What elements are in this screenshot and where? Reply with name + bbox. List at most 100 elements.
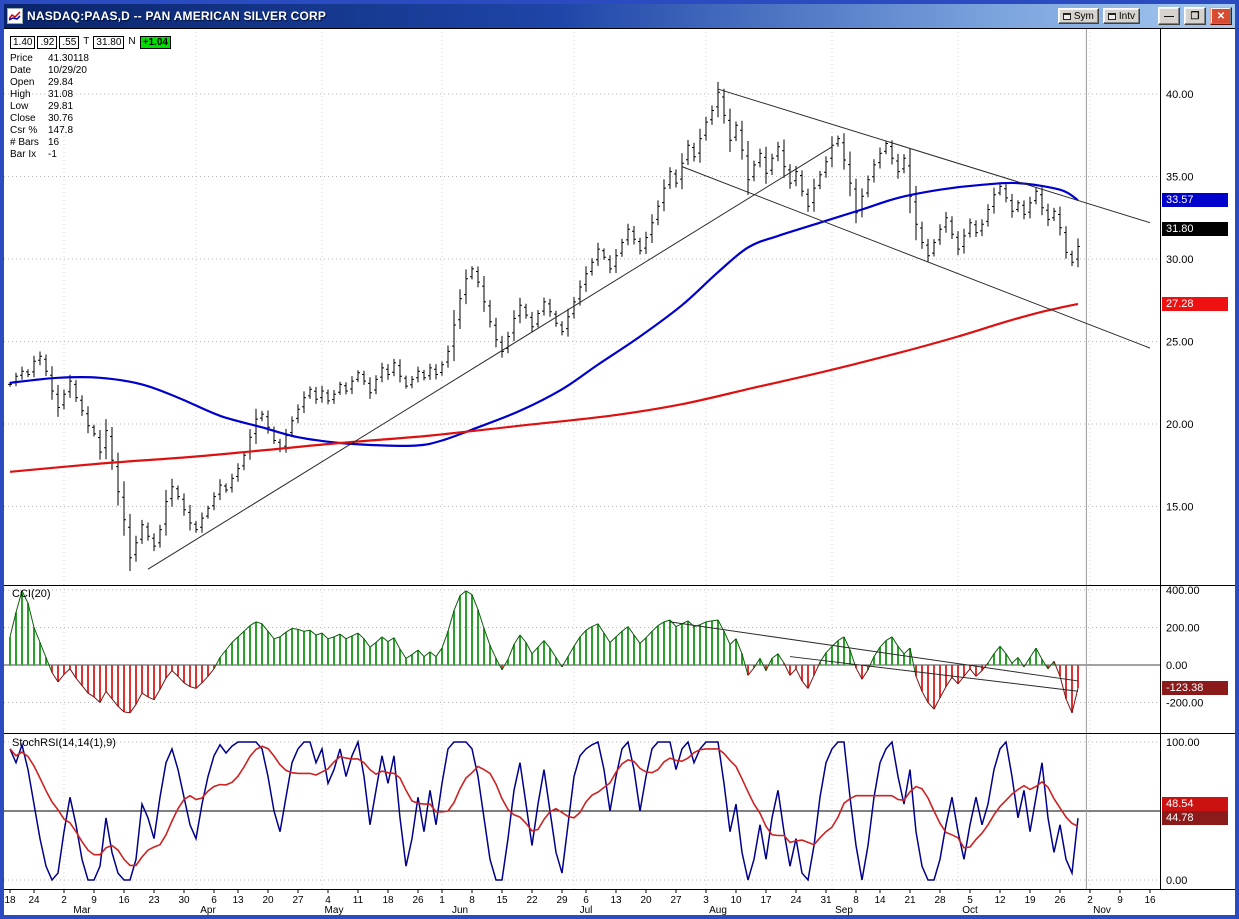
svg-text:Jul: Jul <box>580 905 593 915</box>
info-row-bars: # Bars 16 <box>10 137 60 148</box>
svg-text:20: 20 <box>640 895 652 906</box>
svg-text:18: 18 <box>382 895 394 906</box>
info-row-close: Close 30.76 <box>10 113 74 124</box>
svg-text:24: 24 <box>790 895 802 906</box>
close-icon: ✕ <box>1216 10 1226 22</box>
svg-text:24: 24 <box>28 895 40 906</box>
svg-text:15: 15 <box>496 895 508 906</box>
info-box-2: .92 <box>37 36 58 49</box>
svg-text:18: 18 <box>4 895 16 906</box>
svg-text:21: 21 <box>904 895 916 906</box>
chart-region: 40.00 35.00 30.00 25.00 20.00 15.00 400.00 200.… <box>4 28 1235 915</box>
stoch-d-value-box: 48.54 <box>1162 797 1228 811</box>
info-tick-flag: T <box>83 36 90 47</box>
svg-text:17: 17 <box>760 895 772 906</box>
svg-text:25.00: 25.00 <box>1166 337 1194 349</box>
svg-text:6: 6 <box>583 895 589 906</box>
title-bar[interactable]: NASDAQ:PAAS,D -- PAN AMERICAN SILVER COR… <box>4 4 1235 28</box>
svg-text:6: 6 <box>211 895 217 906</box>
info-box-1: 1.40 <box>10 36 36 49</box>
svg-text:20.00: 20.00 <box>1166 419 1194 431</box>
svg-text:20: 20 <box>262 895 274 906</box>
svg-text:35.00: 35.00 <box>1166 172 1194 184</box>
svg-text:Nov: Nov <box>1093 905 1111 915</box>
svg-text:8: 8 <box>853 895 859 906</box>
svg-text:Sep: Sep <box>835 905 853 915</box>
svg-text:26: 26 <box>412 895 424 906</box>
svg-text:19: 19 <box>1024 895 1036 906</box>
cci-value-box: -123.38 <box>1162 681 1228 695</box>
maximize-button[interactable]: ❐ <box>1184 7 1206 25</box>
chart-canvas[interactable]: 40.0035.0030.0025.0020.0015.00400.00200.… <box>4 28 1235 915</box>
close-button[interactable]: ✕ <box>1210 7 1232 25</box>
svg-text:Apr: Apr <box>200 905 216 915</box>
svg-text:31: 31 <box>820 895 832 906</box>
svg-text:30.00: 30.00 <box>1166 254 1194 266</box>
svg-text:40.00: 40.00 <box>1166 89 1194 101</box>
svg-text:10: 10 <box>730 895 742 906</box>
svg-text:Mar: Mar <box>73 905 91 915</box>
cci-study-label[interactable]: CCI(20) <box>12 588 51 600</box>
svg-text:2: 2 <box>1087 895 1093 906</box>
svg-text:0.00: 0.00 <box>1166 660 1187 672</box>
svg-text:4: 4 <box>325 895 331 906</box>
svg-text:200.00: 200.00 <box>1166 623 1200 635</box>
svg-text:400.00: 400.00 <box>1166 585 1200 597</box>
ma-red-value-box: 27.28 <box>1162 297 1228 311</box>
svg-text:100.00: 100.00 <box>1166 737 1200 749</box>
info-quote-row: 1.40 .92 .55 T 31.80 N +1.04 <box>10 36 171 49</box>
svg-text:May: May <box>325 905 344 915</box>
svg-text:16: 16 <box>1144 895 1156 906</box>
info-row-csr: Csr % 147.8 <box>10 125 74 136</box>
svg-text:22: 22 <box>526 895 538 906</box>
info-row-open: Open 29.84 <box>10 77 74 88</box>
maximize-icon: ❐ <box>1190 10 1200 22</box>
app-icon <box>7 8 23 24</box>
intv-button-label: Intv <box>1118 10 1135 22</box>
sym-button[interactable]: Sym <box>1057 8 1099 24</box>
minimize-icon: — <box>1164 10 1174 22</box>
info-row-high: High 31.08 <box>10 89 74 100</box>
svg-text:Jun: Jun <box>452 905 468 915</box>
minimize-button[interactable]: — <box>1158 7 1180 25</box>
sym-icon <box>1062 12 1071 20</box>
info-row-barix: Bar Ix -1 <box>10 149 57 160</box>
svg-text:16: 16 <box>118 895 130 906</box>
svg-text:9: 9 <box>1117 895 1123 906</box>
window-title: NASDAQ:PAAS,D -- PAN AMERICAN SILVER COR… <box>27 9 327 23</box>
sym-button-label: Sym <box>1073 10 1094 22</box>
svg-text:12: 12 <box>994 895 1006 906</box>
info-last-price: 31.80 <box>93 36 125 49</box>
stochrsi-study-label[interactable]: StochRSI(14,14(1),9) <box>12 737 116 749</box>
svg-text:8: 8 <box>469 895 475 906</box>
stoch-k-value-box: 44.78 <box>1162 811 1228 825</box>
svg-text:5: 5 <box>967 895 973 906</box>
ma-blue-value-box: 33.57 <box>1162 193 1228 207</box>
svg-text:9: 9 <box>91 895 97 906</box>
svg-text:-200.00: -200.00 <box>1166 698 1203 710</box>
svg-text:13: 13 <box>610 895 622 906</box>
svg-text:14: 14 <box>874 895 886 906</box>
svg-text:26: 26 <box>1054 895 1066 906</box>
svg-text:0.00: 0.00 <box>1166 875 1187 887</box>
svg-text:30: 30 <box>178 895 190 906</box>
svg-text:11: 11 <box>353 895 364 906</box>
svg-text:13: 13 <box>232 895 244 906</box>
svg-text:Oct: Oct <box>962 905 978 915</box>
svg-text:Aug: Aug <box>709 905 727 915</box>
last-price-value-box: 31.80 <box>1162 222 1228 236</box>
info-box-3: .55 <box>59 36 80 49</box>
svg-text:3: 3 <box>703 895 709 906</box>
intv-icon <box>1107 12 1116 20</box>
svg-text:28: 28 <box>934 895 946 906</box>
info-row-low: Low 29.81 <box>10 101 74 112</box>
info-panel: 1.40 .92 .55 T 31.80 N +1.04 Price 41.30… <box>10 36 171 161</box>
svg-text:23: 23 <box>148 895 160 906</box>
intv-button[interactable]: Intv <box>1102 8 1140 24</box>
svg-text:2: 2 <box>61 895 67 906</box>
info-row-date: Date 10/29/20 <box>10 65 87 76</box>
svg-text:27: 27 <box>670 895 682 906</box>
svg-text:15.00: 15.00 <box>1166 502 1194 514</box>
svg-text:1: 1 <box>439 895 445 906</box>
